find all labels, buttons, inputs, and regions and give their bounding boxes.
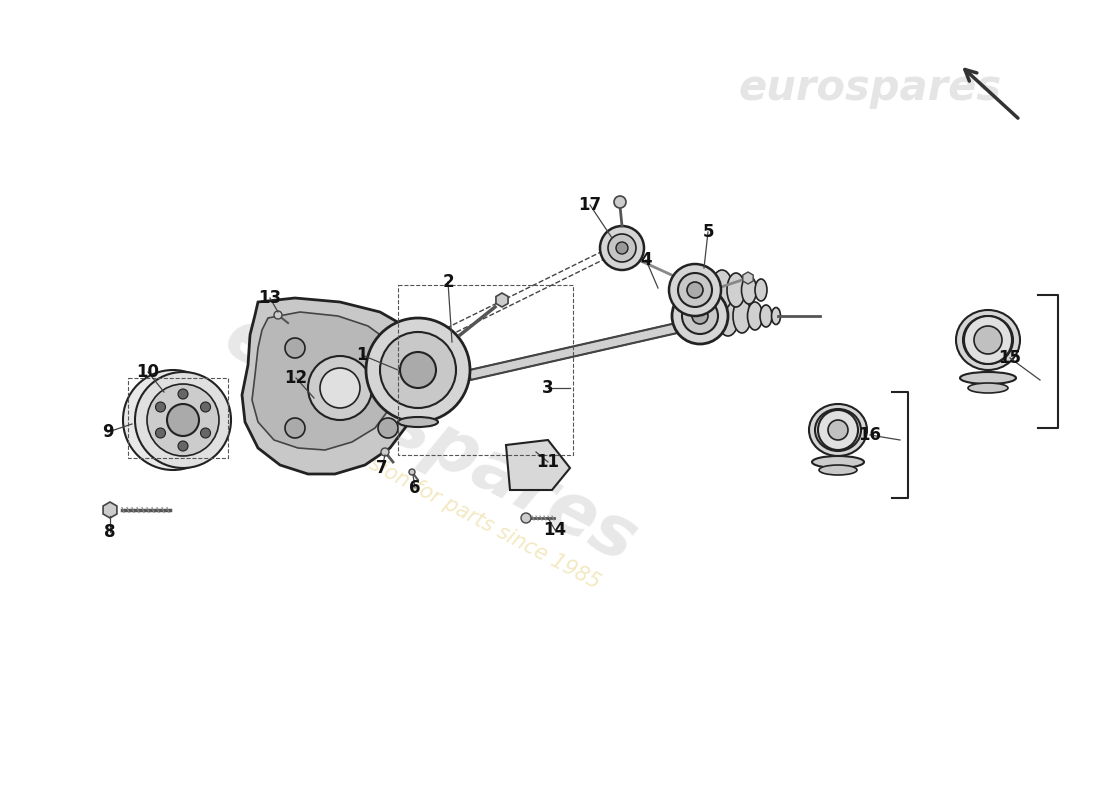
Text: 13: 13 bbox=[258, 289, 282, 307]
Circle shape bbox=[818, 410, 858, 450]
Circle shape bbox=[200, 428, 210, 438]
Ellipse shape bbox=[727, 273, 745, 307]
Circle shape bbox=[608, 234, 636, 262]
Ellipse shape bbox=[711, 270, 733, 310]
Circle shape bbox=[828, 420, 848, 440]
Text: 17: 17 bbox=[579, 196, 602, 214]
Polygon shape bbox=[469, 320, 691, 380]
Text: 1: 1 bbox=[356, 346, 367, 364]
Text: eurospares: eurospares bbox=[738, 67, 1002, 109]
Ellipse shape bbox=[771, 307, 781, 325]
Text: 16: 16 bbox=[858, 426, 881, 444]
Circle shape bbox=[381, 448, 389, 456]
Text: 2: 2 bbox=[442, 273, 454, 291]
Text: 9: 9 bbox=[102, 423, 113, 441]
Ellipse shape bbox=[968, 383, 1008, 393]
Ellipse shape bbox=[398, 417, 438, 427]
Ellipse shape bbox=[820, 465, 857, 475]
Circle shape bbox=[123, 370, 223, 470]
Circle shape bbox=[682, 298, 718, 334]
Text: 4: 4 bbox=[640, 251, 652, 269]
Circle shape bbox=[366, 318, 470, 422]
Circle shape bbox=[974, 326, 1002, 354]
Circle shape bbox=[178, 389, 188, 399]
Ellipse shape bbox=[956, 310, 1020, 370]
Circle shape bbox=[274, 311, 282, 319]
Circle shape bbox=[692, 308, 708, 324]
Circle shape bbox=[178, 441, 188, 451]
Ellipse shape bbox=[760, 305, 772, 327]
Ellipse shape bbox=[960, 372, 1016, 384]
Polygon shape bbox=[496, 293, 508, 307]
Circle shape bbox=[614, 196, 626, 208]
Text: 3: 3 bbox=[542, 379, 553, 397]
Ellipse shape bbox=[808, 404, 867, 456]
Circle shape bbox=[678, 273, 712, 307]
Circle shape bbox=[616, 242, 628, 254]
Ellipse shape bbox=[815, 409, 861, 451]
Circle shape bbox=[669, 264, 720, 316]
Polygon shape bbox=[103, 502, 117, 518]
Text: 12: 12 bbox=[285, 369, 308, 387]
Circle shape bbox=[155, 402, 165, 412]
Text: 8: 8 bbox=[104, 523, 116, 541]
Circle shape bbox=[688, 282, 703, 298]
Text: 5: 5 bbox=[702, 223, 714, 241]
Ellipse shape bbox=[741, 276, 757, 304]
Polygon shape bbox=[242, 298, 425, 474]
Circle shape bbox=[964, 316, 1012, 364]
Polygon shape bbox=[252, 312, 400, 450]
Circle shape bbox=[378, 338, 398, 358]
Circle shape bbox=[600, 226, 643, 270]
Circle shape bbox=[135, 372, 231, 468]
Text: eurospares: eurospares bbox=[212, 302, 648, 578]
Text: 6: 6 bbox=[409, 479, 420, 497]
Circle shape bbox=[400, 352, 436, 388]
Circle shape bbox=[155, 428, 165, 438]
Text: a passion for parts since 1985: a passion for parts since 1985 bbox=[316, 427, 604, 593]
Circle shape bbox=[521, 513, 531, 523]
Circle shape bbox=[285, 338, 305, 358]
Circle shape bbox=[167, 404, 199, 436]
Circle shape bbox=[138, 384, 209, 456]
Text: 10: 10 bbox=[136, 363, 160, 381]
Ellipse shape bbox=[755, 279, 767, 301]
Circle shape bbox=[285, 418, 305, 438]
Ellipse shape bbox=[748, 302, 762, 330]
Polygon shape bbox=[506, 440, 570, 490]
Circle shape bbox=[200, 402, 210, 412]
Circle shape bbox=[409, 469, 415, 475]
Ellipse shape bbox=[812, 456, 864, 468]
Ellipse shape bbox=[821, 414, 855, 446]
Text: 7: 7 bbox=[376, 459, 388, 477]
Text: 15: 15 bbox=[999, 349, 1022, 367]
Ellipse shape bbox=[733, 299, 751, 333]
Polygon shape bbox=[742, 272, 754, 284]
Circle shape bbox=[155, 402, 191, 438]
Circle shape bbox=[378, 418, 398, 438]
Ellipse shape bbox=[962, 316, 1013, 364]
Circle shape bbox=[320, 368, 360, 408]
Circle shape bbox=[672, 288, 728, 344]
Ellipse shape bbox=[969, 322, 1006, 358]
Circle shape bbox=[308, 356, 372, 420]
Circle shape bbox=[147, 384, 219, 456]
Text: 11: 11 bbox=[537, 453, 560, 471]
Ellipse shape bbox=[717, 296, 739, 336]
Text: 14: 14 bbox=[543, 521, 566, 539]
Circle shape bbox=[379, 332, 456, 408]
